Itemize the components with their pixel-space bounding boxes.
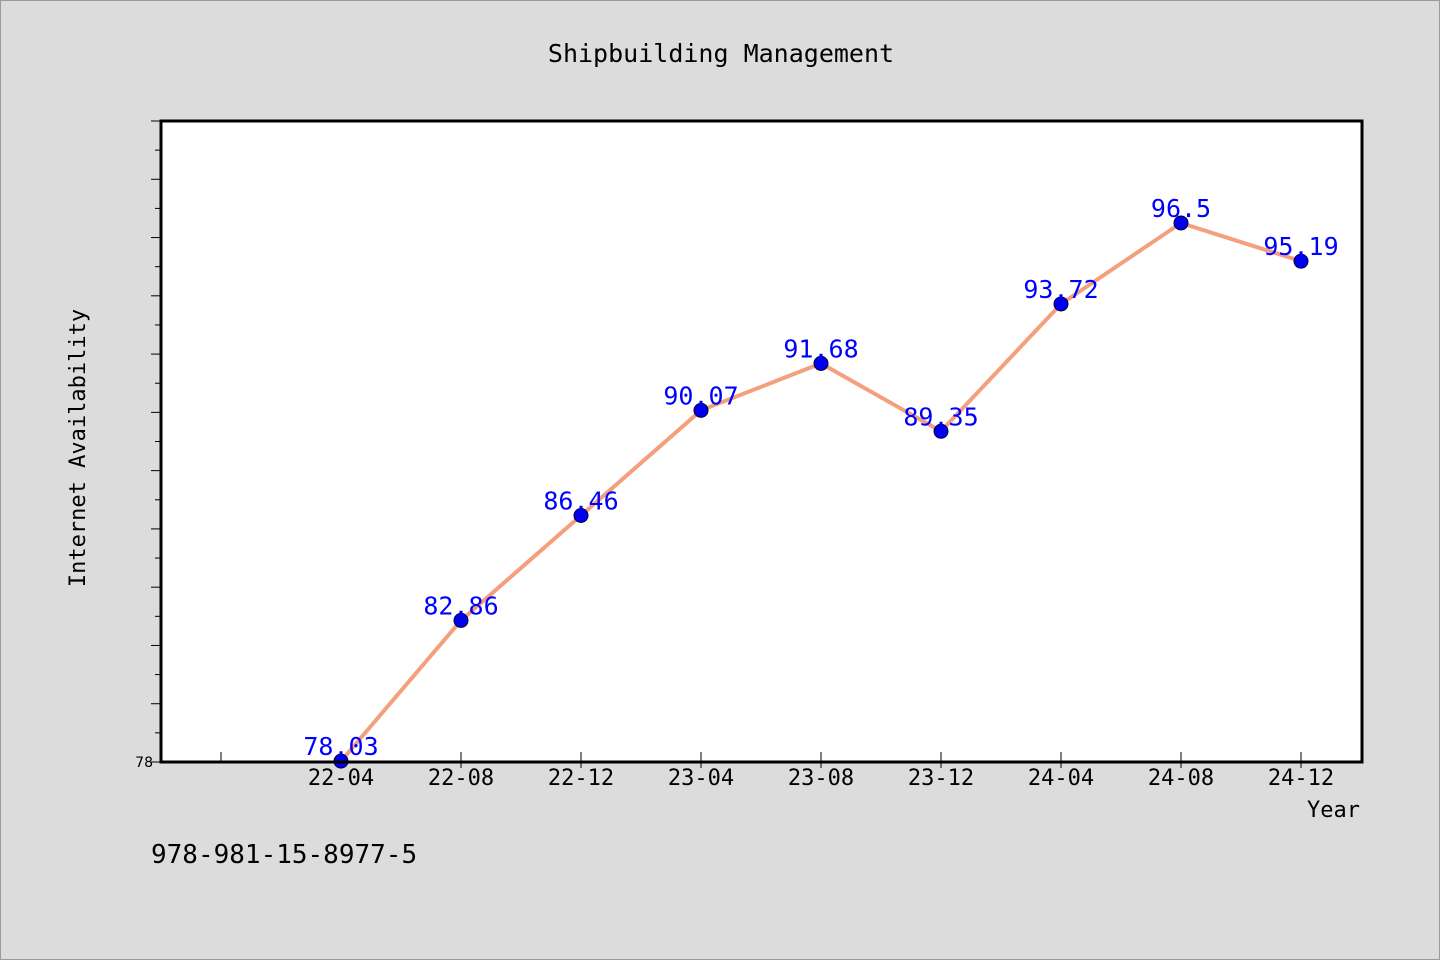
data-point (453, 612, 469, 628)
data-label: 82.86 (423, 591, 498, 620)
plot-area (161, 121, 1362, 762)
x-tick-label: 23-04 (668, 766, 734, 791)
data-label: 93.72 (1023, 275, 1098, 304)
chart-title: Shipbuilding Management (548, 39, 894, 68)
data-point (1173, 215, 1189, 231)
x-tick-label: 24-12 (1268, 766, 1334, 791)
data-point (573, 508, 589, 524)
x-axis-title: Year (1307, 798, 1360, 823)
data-labels: 78.03 82.86 86.46 90.07 91.68 89.35 93.72 96.5 9… (303, 194, 1338, 761)
data-label: 95.19 (1263, 232, 1338, 261)
x-tick-label: 22-12 (548, 766, 614, 791)
x-tick-label: 24-08 (1148, 766, 1214, 791)
data-point (813, 355, 829, 371)
x-tick-label: 22-04 (308, 766, 374, 791)
data-point (933, 423, 949, 439)
x-tick-label: 24-04 (1028, 766, 1094, 791)
y-tick-label: 78 (135, 755, 153, 771)
data-label: 78.03 (303, 732, 378, 761)
data-label: 90.07 (663, 381, 738, 410)
data-markers (333, 215, 1309, 769)
isbn-text: 978-981-15-8977-5 (151, 840, 417, 870)
data-point (693, 402, 709, 418)
y-axis-title: Internet Availability (66, 309, 91, 587)
data-point (1293, 253, 1309, 269)
x-tick-label: 23-12 (908, 766, 974, 791)
data-point (1053, 296, 1069, 312)
data-label: 96.5 (1151, 194, 1211, 223)
data-label: 91.68 (783, 334, 858, 363)
y-axis-ticks (151, 120, 161, 763)
x-tick-label: 22-08 (428, 766, 494, 791)
data-label: 86.46 (543, 487, 618, 516)
x-tick-label: 23-08 (788, 766, 854, 791)
plot-border (159, 119, 1364, 764)
data-label: 89.35 (903, 402, 978, 431)
x-axis-ticks: 22-04 22-08 22-12 23-04 23-08 23-12 24-04 24-08… (220, 752, 1334, 791)
